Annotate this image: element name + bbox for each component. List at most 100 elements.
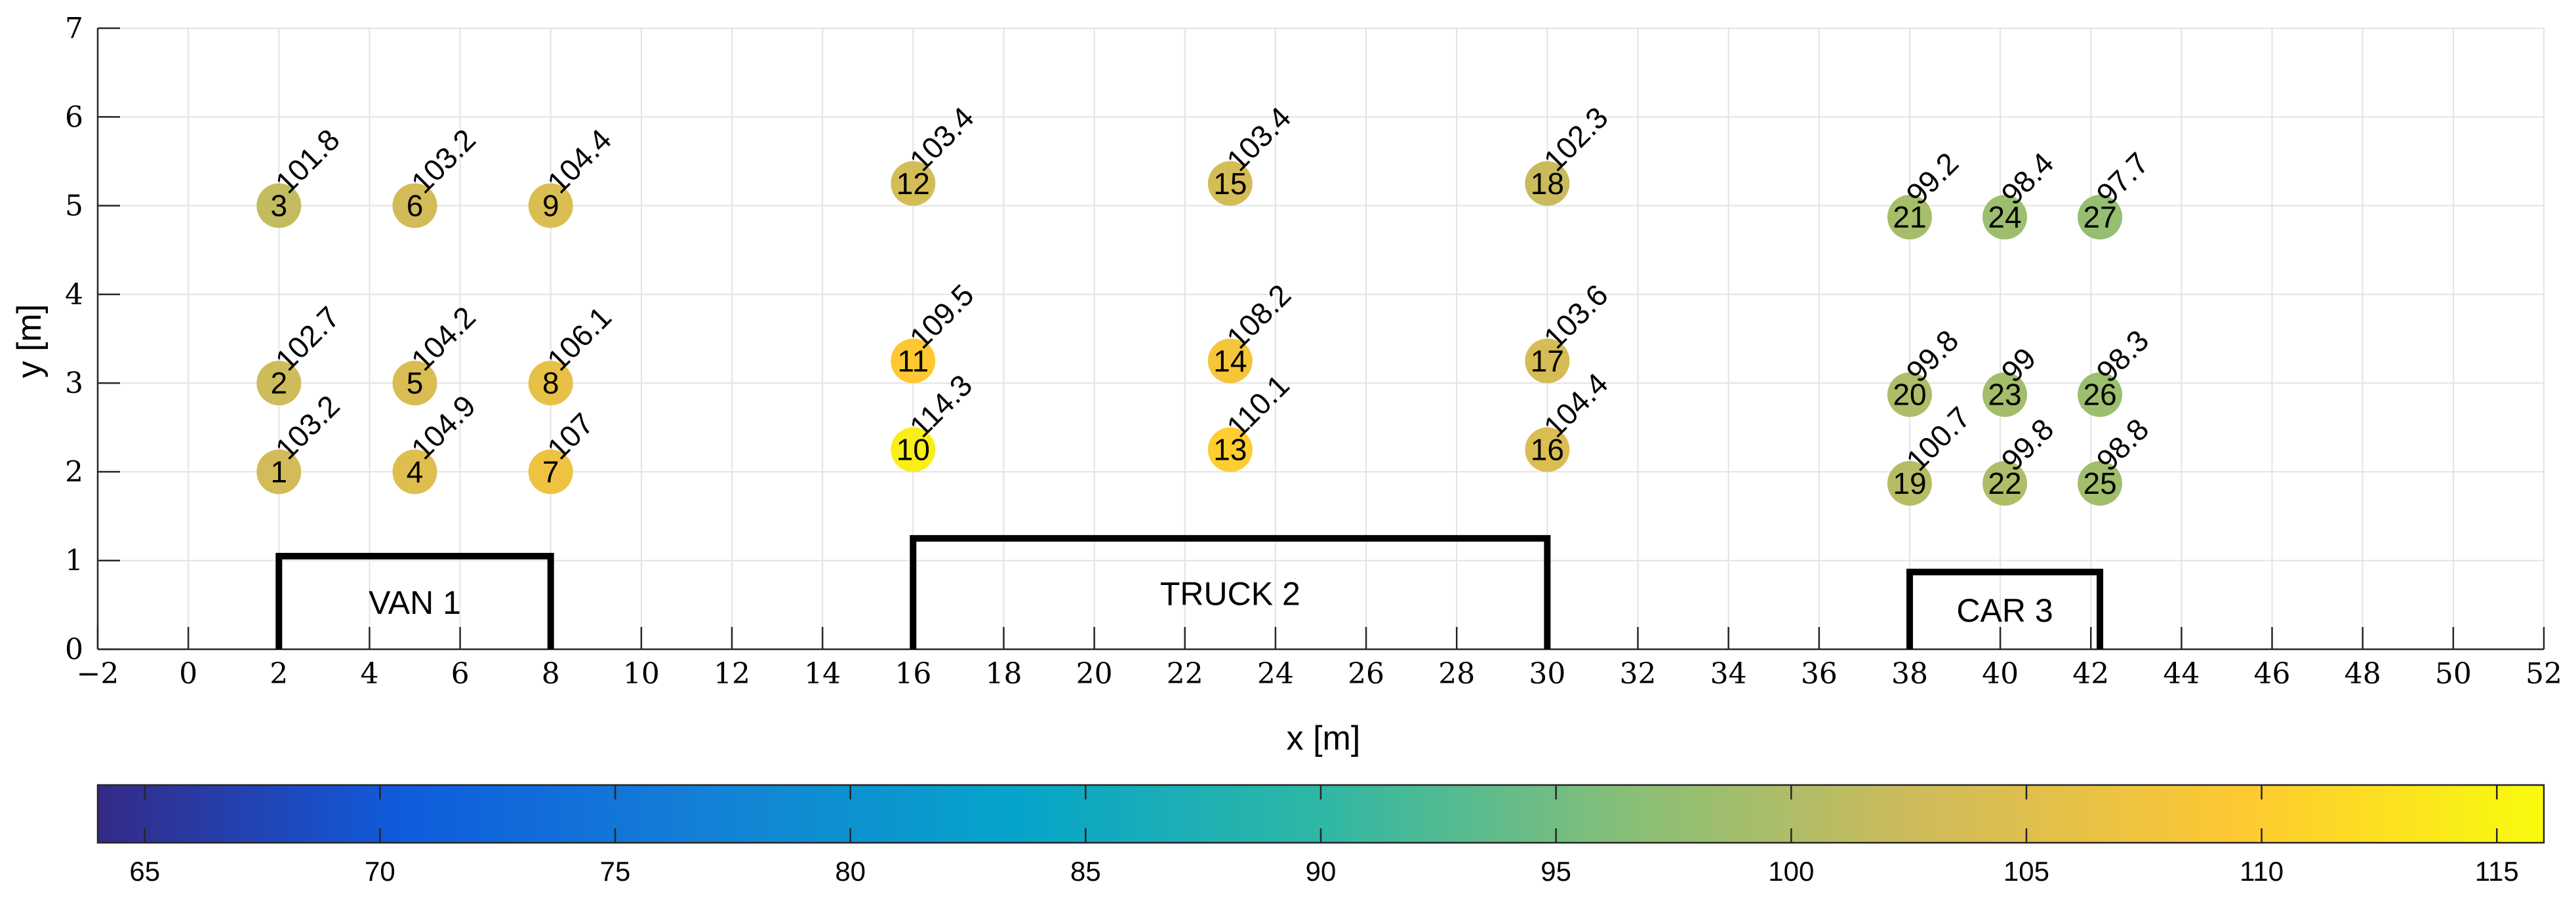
measurement-point [891, 161, 936, 206]
measurement-point [256, 449, 302, 494]
colorbar-tick-label: 100 [1768, 856, 1814, 887]
point-id-label: 25 [2083, 466, 2116, 500]
measurement-point [2078, 461, 2123, 506]
point-id-label: 14 [1213, 344, 1247, 378]
point-id-label: 10 [896, 433, 930, 467]
measurement-point [392, 449, 437, 494]
vehicle-label: CAR 3 [1956, 592, 2053, 629]
colorbar-tick-label: 90 [1306, 856, 1337, 887]
y-tick-label: 0 [65, 633, 83, 666]
point-value-label: 103.4 [1220, 100, 1297, 178]
x-tick-label: 44 [2163, 657, 2200, 691]
measurement-point [1525, 427, 1570, 472]
point-id-label: 1 [270, 454, 287, 489]
point-id-label: 11 [897, 344, 929, 378]
measurement-point [256, 361, 302, 406]
point-id-label: 2 [270, 366, 287, 400]
vehicle-outline [1906, 569, 2104, 649]
x-tick-label: 34 [1710, 657, 1747, 691]
measurement-point [1887, 461, 1932, 506]
point-id-label: 16 [1531, 433, 1564, 467]
measurement-point [1887, 195, 1932, 240]
measurement-point [891, 338, 936, 384]
x-tick-label: 38 [1891, 657, 1928, 691]
point-id-label: 15 [1213, 167, 1247, 201]
x-tick-label: 40 [1982, 657, 2019, 691]
x-tick-label: 4 [360, 657, 378, 691]
measurement-point [1982, 195, 2028, 240]
colorbar-tick-label: 110 [2240, 856, 2284, 887]
x-tick-label: 42 [2072, 657, 2109, 691]
vehicle-outline [275, 552, 554, 649]
x-tick-label: 10 [623, 657, 660, 691]
measurement-point [392, 361, 437, 406]
x-tick-label: 26 [1348, 657, 1384, 691]
x-tick-label: 50 [2435, 657, 2472, 691]
point-value-label: 101.8 [269, 122, 346, 199]
colorbar: 65 70 75 80 85 90 95 100 105 110 115 [96, 784, 2545, 887]
point-id-label: 22 [1988, 466, 2021, 500]
measurement-point [1525, 161, 1570, 206]
colorbar-tick-label: 75 [600, 856, 631, 887]
measurement-point [1525, 338, 1570, 384]
point-value-label: 104.2 [405, 300, 482, 377]
point-id-label: 19 [1893, 466, 1926, 500]
point-id-label: 23 [1988, 378, 2021, 412]
measurement-point [528, 361, 573, 406]
measurement-point [1207, 338, 1253, 384]
point-id-label: 6 [407, 189, 424, 223]
point-id-label: 17 [1531, 344, 1564, 378]
x-tick-label: 2 [270, 657, 288, 691]
x-tick-label: 48 [2345, 657, 2381, 691]
point-id-label: 27 [2083, 200, 2116, 234]
x-tick-label: 14 [804, 657, 841, 691]
x-tick-label: 18 [985, 657, 1022, 691]
vehicles: VAN 1 TRUCK 2 CAR 3 [275, 534, 2104, 649]
y-axis-label: y [m] [10, 304, 49, 378]
y-tick-label: 1 [65, 544, 83, 578]
point-id-label: 5 [407, 366, 424, 400]
x-tick-label: 6 [451, 657, 470, 691]
measurement-point [1982, 461, 2028, 506]
colorbar-tick-label: 105 [2003, 856, 2049, 887]
measurement-point [256, 183, 302, 228]
y-tick-label: 7 [65, 12, 83, 45]
point-id-label: 13 [1213, 433, 1247, 467]
colorbar-tick-label: 70 [365, 856, 395, 887]
x-tick-label: 46 [2254, 657, 2291, 691]
point-value-label: 109.5 [903, 277, 980, 355]
point-id-label: 18 [1531, 167, 1564, 201]
axes: −2 0 2 4 6 8 10 12 14 16 18 20 22 24 26 28 30 32 34 36 38 40 4… [65, 12, 2562, 691]
x-axis-label: x [m] [1287, 719, 1361, 757]
point-id-label: 12 [896, 167, 930, 201]
point-id-label: 3 [270, 189, 287, 223]
point-value-label: 102.7 [269, 300, 346, 377]
x-tick-label: 12 [714, 657, 750, 691]
x-tick-label: 20 [1076, 657, 1113, 691]
vehicle-label: VAN 1 [369, 584, 461, 621]
measurement-point [392, 183, 437, 228]
x-tick-label: 32 [1620, 657, 1657, 691]
measurement-point [528, 449, 573, 494]
vehicle-outline [910, 534, 1551, 649]
x-tick-label: 36 [1801, 657, 1838, 691]
measurement-point [528, 183, 573, 228]
point-id-label: 20 [1893, 378, 1926, 412]
vehicle-label: TRUCK 2 [1160, 575, 1300, 612]
point-id-label: 7 [542, 454, 559, 489]
x-tick-label: 0 [179, 657, 197, 691]
point-value-label: 106.1 [540, 300, 618, 377]
point-value-label: 102.3 [1537, 100, 1615, 178]
measurement-point [1887, 372, 1932, 417]
y-tick-label: 3 [65, 367, 83, 400]
x-tick-label: 16 [895, 657, 931, 691]
point-id-label: 24 [1988, 200, 2021, 234]
point-id-label: 21 [1893, 200, 1926, 234]
point-value-label: 104.4 [540, 122, 618, 199]
x-tick-label: −2 [77, 657, 119, 691]
y-tick-label: 6 [65, 100, 83, 134]
x-tick-label: 28 [1438, 657, 1475, 691]
colorbar-tick-label: 115 [2475, 856, 2519, 887]
measurement-point [1982, 372, 2028, 417]
